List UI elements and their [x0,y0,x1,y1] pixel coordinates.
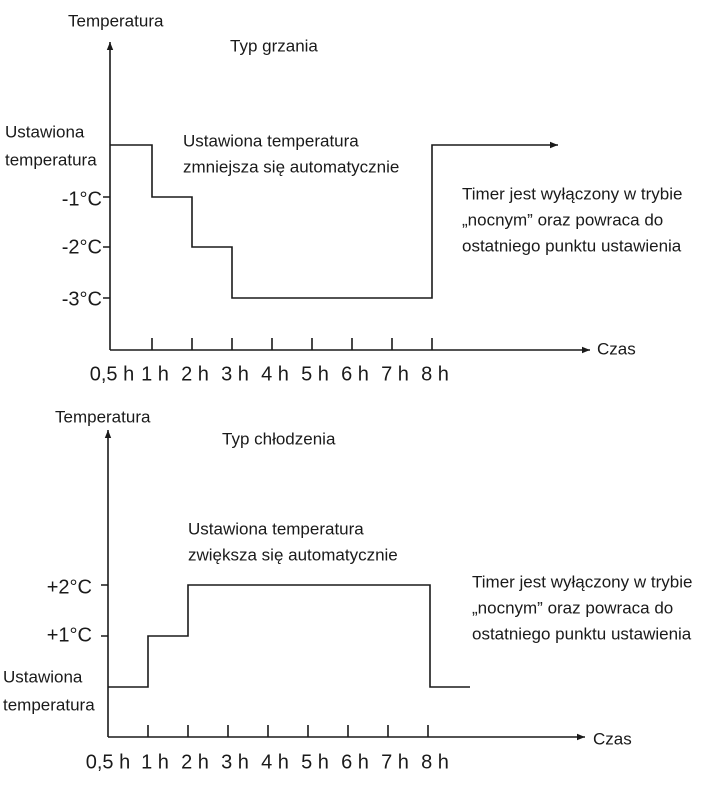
note: „nocnym” oraz powraca do [462,210,663,229]
x-label: 3 h [221,751,249,773]
x-label: 4 h [261,751,289,773]
y-label: +1°C [47,624,92,646]
x-label: 8 h [421,363,449,385]
y-axis-label: Temperatura [68,11,164,30]
step-line [108,584,470,688]
x-label: 0,5 h [90,363,134,385]
y-label: temperatura [5,150,97,169]
y-label: temperatura [3,695,95,714]
ticks [101,584,429,737]
chart-title: Typ chłodzenia [222,429,336,448]
x-label: 8 h [421,751,449,773]
x-label: 7 h [381,751,409,773]
x-label: 6 h [341,363,369,385]
annotation: zmniejsza się automatycznie [183,157,399,176]
x-label: 0,5 h [86,751,130,773]
y-label: +2°C [47,576,92,598]
note: Timer jest wyłączony w trybie [472,572,692,591]
note: „nocnym” oraz powraca do [472,598,673,617]
ticks [103,196,433,350]
annotation: Ustawiona temperatura [188,519,364,538]
x-label: 2 h [181,363,209,385]
x-label: 6 h [341,751,369,773]
y-label: Ustawiona [5,122,85,141]
chart-title: Typ grzania [230,36,318,55]
x-axis-label: Czas [593,729,632,748]
annotation: Ustawiona temperatura [183,131,359,150]
y-label: -3°C [62,288,102,310]
x-label: 1 h [141,751,169,773]
y-label: -2°C [62,236,102,258]
x-label: 2 h [181,751,209,773]
note: Timer jest wyłączony w trybie [462,184,682,203]
x-label: 5 h [301,363,329,385]
y-label: Ustawiona [3,667,83,686]
x-label: 1 h [141,363,169,385]
note: ostatniego punktu ustawienia [472,624,692,643]
annotation: zwiększa się automatycznie [188,545,398,564]
x-label: 5 h [301,751,329,773]
y-axis-label: Temperatura [55,407,151,426]
x-label: 3 h [221,363,249,385]
step-line [110,141,558,299]
y-label: -1°C [62,188,102,210]
x-axis-label: Czas [597,339,636,358]
note: ostatniego punktu ustawienia [462,236,682,255]
x-label: 4 h [261,363,289,385]
x-label: 7 h [381,363,409,385]
